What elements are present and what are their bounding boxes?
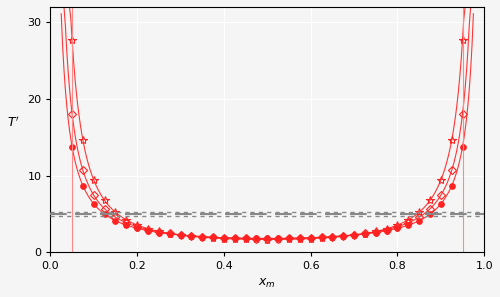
Y-axis label: $T'$: $T'$: [7, 115, 20, 130]
X-axis label: $x_m$: $x_m$: [258, 277, 276, 290]
